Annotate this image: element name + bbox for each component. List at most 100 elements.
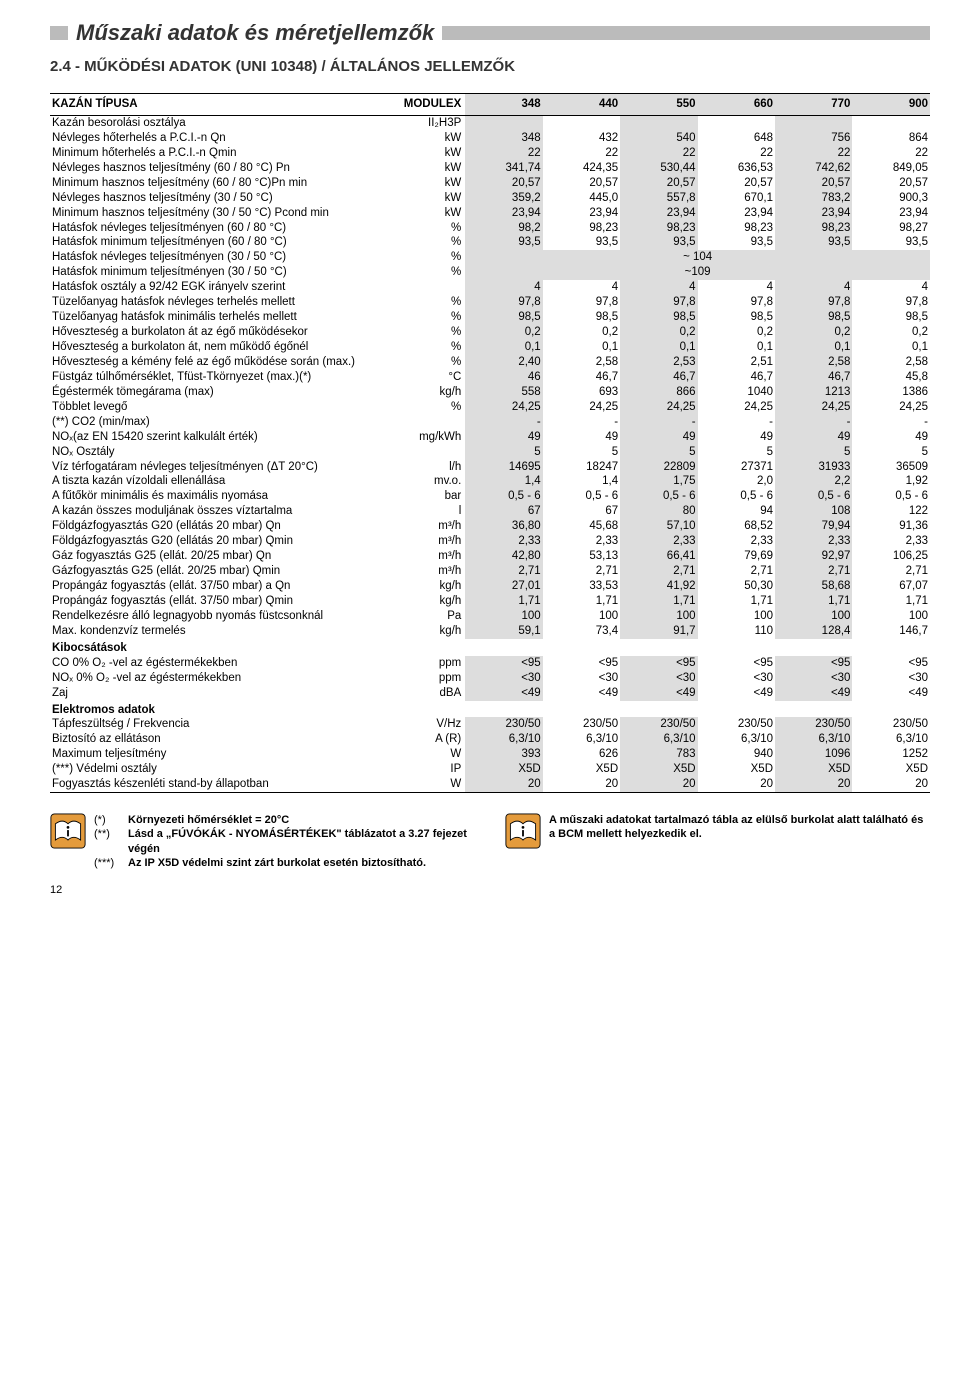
note-key: (**) (94, 827, 128, 856)
row-label: A kazán összes moduljának összes víztart… (50, 504, 401, 519)
row-label: Hatásfok minimum teljesítményen (60 / 80… (50, 235, 401, 250)
row-val: 97,8 (698, 295, 775, 310)
row-val: 146,7 (852, 624, 930, 639)
row-val: 46,7 (775, 370, 852, 385)
row-val: 68,52 (698, 519, 775, 534)
row-unit (401, 415, 466, 430)
row-val: 98,5 (543, 310, 620, 325)
row-val: <49 (465, 686, 542, 701)
row-val: 110 (698, 624, 775, 639)
row-val: 67 (543, 504, 620, 519)
row-unit: V/Hz (401, 717, 466, 732)
row-val: 1,71 (543, 594, 620, 609)
row-val: 24,25 (465, 400, 542, 415)
row-val: 24,25 (620, 400, 697, 415)
row-val: 230/50 (620, 717, 697, 732)
row-label: Tüzelőanyag hatásfok névleges terhelés m… (50, 295, 401, 310)
row-val: - (775, 415, 852, 430)
row-val: 93,5 (620, 235, 697, 250)
row-val: 49 (620, 430, 697, 445)
row-val: <49 (620, 686, 697, 701)
row-val: 24,25 (543, 400, 620, 415)
row-label: Tápfeszültség / Frekvencia (50, 717, 401, 732)
row-val: 2,33 (852, 534, 930, 549)
row-val: 20,57 (465, 176, 542, 191)
row-val: 900,3 (852, 191, 930, 206)
row-val: 98,5 (775, 310, 852, 325)
row-val: <30 (620, 671, 697, 686)
row-center-val: ~ 104 (465, 250, 930, 265)
row-unit: kW (401, 161, 466, 176)
row-val: 93,5 (775, 235, 852, 250)
row-val: X5D (775, 762, 852, 777)
row-val: 98,2 (465, 221, 542, 236)
row-val: 45,68 (543, 519, 620, 534)
row-val: 2,58 (852, 355, 930, 370)
row-val: 98,23 (620, 221, 697, 236)
row-val: 50,30 (698, 579, 775, 594)
row-val: 66,41 (620, 549, 697, 564)
row-val: 6,3/10 (852, 732, 930, 747)
row-val: 24,25 (852, 400, 930, 415)
row-val: 4 (620, 280, 697, 295)
row-val: X5D (620, 762, 697, 777)
row-val: 432 (543, 131, 620, 146)
row-val: 53,13 (543, 549, 620, 564)
page: Műszaki adatok és méretjellemzők 2.4 - M… (0, 0, 960, 916)
row-val: 1,71 (620, 594, 697, 609)
row-val: <95 (465, 656, 542, 671)
row-unit: °C (401, 370, 466, 385)
row-val: 97,8 (620, 295, 697, 310)
row-label: Minimum hasznos teljesítmény (30 / 50 °C… (50, 206, 401, 221)
row-val: 22 (698, 146, 775, 161)
row-val: 98,5 (852, 310, 930, 325)
row-val: 57,10 (620, 519, 697, 534)
row-val: 2,33 (465, 534, 542, 549)
row-val: 0,2 (620, 325, 697, 340)
row-val: <49 (775, 686, 852, 701)
row-center-val: ~109 (465, 265, 930, 280)
row-val: <30 (465, 671, 542, 686)
row-val: 36,80 (465, 519, 542, 534)
row-label: Biztosító az ellátáson (50, 732, 401, 747)
note-key: (*) (94, 813, 128, 827)
row-val (543, 115, 620, 130)
row-unit: kW (401, 146, 466, 161)
row-unit: mg/kWh (401, 430, 466, 445)
row-val: 1,71 (775, 594, 852, 609)
page-title: Műszaki adatok és méretjellemzők (76, 20, 434, 46)
row-val: 230/50 (775, 717, 852, 732)
row-val: 41,92 (620, 579, 697, 594)
row-val: - (620, 415, 697, 430)
row-label: Fogyasztás készenléti stand-by állapotba… (50, 777, 401, 792)
row-val: 24,25 (698, 400, 775, 415)
row-val: 693 (543, 385, 620, 400)
row-unit: mv.o. (401, 474, 466, 489)
row-val: X5D (543, 762, 620, 777)
row-val: 341,74 (465, 161, 542, 176)
section-row: Elektromos adatok (50, 701, 930, 718)
col-header-val: 550 (620, 94, 697, 116)
row-val: 22 (852, 146, 930, 161)
row-val: 0,2 (698, 325, 775, 340)
row-val: <49 (852, 686, 930, 701)
row-val: 98,5 (698, 310, 775, 325)
row-label: Névleges hőterhelés a P.C.I.-n Qn (50, 131, 401, 146)
row-unit: % (401, 340, 466, 355)
row-val: 5 (543, 445, 620, 460)
row-unit: % (401, 355, 466, 370)
row-val: 27,01 (465, 579, 542, 594)
row-val: 6,3/10 (465, 732, 542, 747)
row-val: 1386 (852, 385, 930, 400)
row-label: CO 0% O₂ -vel az égéstermékekben (50, 656, 401, 671)
row-val: <49 (543, 686, 620, 701)
row-unit: % (401, 400, 466, 415)
row-val: 230/50 (543, 717, 620, 732)
row-val: 864 (852, 131, 930, 146)
row-val: 2,0 (698, 474, 775, 489)
row-val: 0,1 (620, 340, 697, 355)
row-val: 80 (620, 504, 697, 519)
row-val: 0,1 (775, 340, 852, 355)
row-val: 2,33 (698, 534, 775, 549)
row-unit: % (401, 221, 466, 236)
